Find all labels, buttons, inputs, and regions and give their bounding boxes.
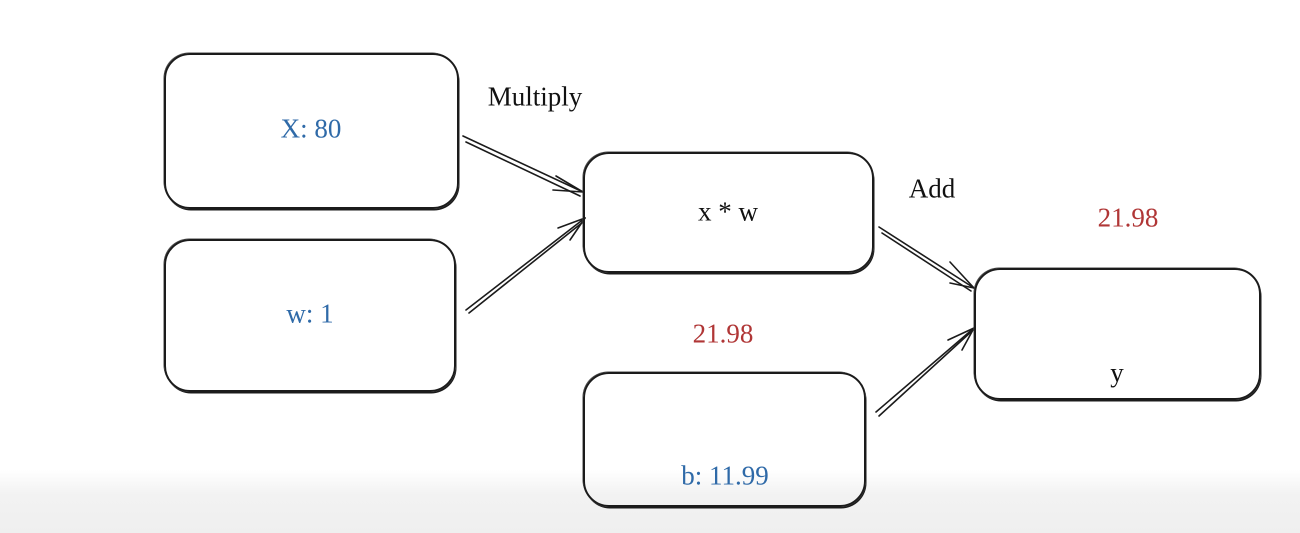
operation-add-label: Add [908,173,956,204]
node-x-label: X: 80 [280,113,342,144]
edge-w-to-mult [465,217,586,314]
node-y-label: y [1110,357,1124,388]
node-mult [583,152,874,273]
node-w-label: w: 1 [286,298,334,329]
y-result-value: 21.98 [1097,202,1159,233]
node-b-label: b: 11.99 [681,460,769,491]
mult-result-value: 21.98 [692,318,754,349]
node-x [164,53,459,209]
operation-multiply-label: Multiply [487,81,583,112]
edge-mult-to-y [878,226,975,292]
node-w [164,239,456,392]
bottom-band [0,470,1300,533]
edge-b-to-y [875,327,975,417]
node-b [583,372,866,507]
edge-x-to-mult [462,135,584,197]
node-mult-label: x * w [698,196,758,227]
node-y [974,268,1261,400]
